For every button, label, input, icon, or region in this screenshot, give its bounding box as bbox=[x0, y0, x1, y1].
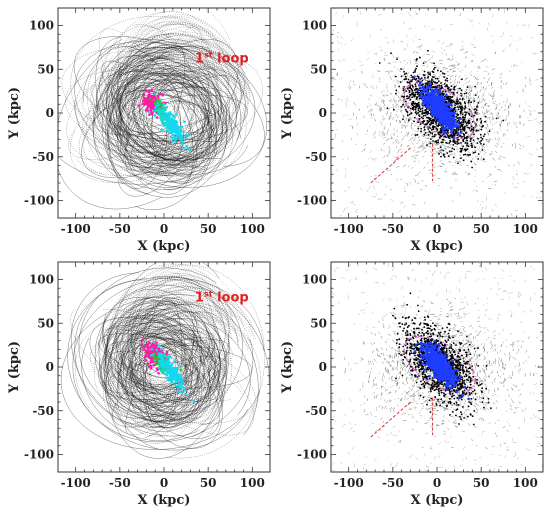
ticks bbox=[58, 8, 270, 218]
plot-area bbox=[331, 262, 543, 472]
panel-bottom-left: -100 -50 0 50 100 100 50 0 -50 -100 X (kpc) Y (kpc)… bbox=[7, 261, 271, 508]
x-tick-label: -100 bbox=[61, 222, 91, 236]
y-tick-label: 0 bbox=[46, 360, 54, 374]
y-tick-label: -50 bbox=[305, 150, 327, 164]
y-tick-label: 50 bbox=[310, 316, 327, 330]
particle-field bbox=[331, 262, 543, 472]
dashed-arrows bbox=[370, 143, 434, 184]
x-axis-title: X (kpc) bbox=[411, 493, 464, 508]
y-axis-title: Y (kpc) bbox=[7, 87, 22, 140]
y-tick-label: 100 bbox=[29, 19, 54, 33]
y-tick-label: 50 bbox=[37, 62, 54, 76]
y-tick-label: -50 bbox=[32, 404, 54, 418]
x-tick-label: 50 bbox=[200, 476, 217, 490]
y-tick-label: 0 bbox=[319, 106, 327, 120]
x-tick-label: 0 bbox=[433, 476, 441, 490]
y-tick-label: -100 bbox=[24, 448, 54, 462]
x-tick-label: 100 bbox=[513, 222, 538, 236]
y-tick-label: 0 bbox=[319, 360, 327, 374]
x-tick-label: -50 bbox=[109, 222, 131, 236]
entry-arrow bbox=[141, 95, 152, 102]
y-tick-label: 100 bbox=[302, 273, 327, 287]
orbit-trajectories bbox=[60, 262, 270, 459]
cluster-cyan bbox=[147, 92, 192, 153]
x-tick-label: 0 bbox=[160, 222, 168, 236]
plot-area bbox=[331, 8, 543, 218]
panel-top-left: -100 -50 0 50 100 100 50 0 -50 -100 X (kpc) Y (kpc)… bbox=[7, 7, 271, 254]
entry-arrow bbox=[141, 349, 152, 356]
x-tick-label: 0 bbox=[433, 222, 441, 236]
plot-area bbox=[60, 262, 270, 459]
loop-annotation: 1st loop bbox=[195, 289, 249, 305]
y-axis-title: Y (kpc) bbox=[280, 341, 295, 394]
y-tick-label: -100 bbox=[297, 194, 327, 208]
y-tick-label: 100 bbox=[302, 19, 327, 33]
y-tick-label: -100 bbox=[24, 194, 54, 208]
y-tick-label: 0 bbox=[46, 106, 54, 120]
x-axis-title: X (kpc) bbox=[138, 239, 191, 254]
dashed-arrows bbox=[370, 397, 434, 438]
x-tick-label: -100 bbox=[61, 476, 91, 490]
first-loop-arcs bbox=[95, 263, 256, 357]
x-tick-label: 100 bbox=[240, 476, 265, 490]
disk-blue bbox=[413, 75, 463, 140]
x-tick-label: -100 bbox=[334, 476, 364, 490]
y-axis-title: Y (kpc) bbox=[280, 87, 295, 140]
x-axis-title: X (kpc) bbox=[411, 239, 464, 254]
y-axis-title: Y (kpc) bbox=[7, 341, 22, 394]
ticks bbox=[331, 262, 543, 472]
x-tick-label: 50 bbox=[473, 476, 490, 490]
y-tick-label: 50 bbox=[310, 62, 327, 76]
halo-outline bbox=[403, 335, 477, 394]
first-loop-arcs bbox=[99, 8, 250, 105]
disk-blue bbox=[413, 340, 470, 401]
x-tick-label: -50 bbox=[382, 222, 404, 236]
x-tick-label: -50 bbox=[109, 476, 131, 490]
x-tick-label: 100 bbox=[513, 476, 538, 490]
cluster-cyan bbox=[149, 344, 196, 403]
x-tick-label: 50 bbox=[200, 222, 217, 236]
x-tick-label: -50 bbox=[382, 476, 404, 490]
plot-area bbox=[58, 8, 268, 211]
y-tick-label: 100 bbox=[29, 273, 54, 287]
y-tick-label: 50 bbox=[37, 316, 54, 330]
panel-bottom-right: -100 -50 0 50 100 100 50 0 -50 -100 X (kpc) Y (kpc) bbox=[280, 261, 544, 508]
x-tick-label: 100 bbox=[240, 222, 265, 236]
x-tick-label: 50 bbox=[473, 222, 490, 236]
ticks bbox=[331, 8, 543, 218]
x-tick-label: -100 bbox=[334, 222, 364, 236]
halo-outline bbox=[403, 81, 477, 140]
loop-annotation: 1st loop bbox=[195, 50, 249, 66]
y-tick-label: -50 bbox=[305, 404, 327, 418]
ticks bbox=[58, 262, 270, 472]
y-tick-label: -100 bbox=[297, 448, 327, 462]
panel-top-right: -100 -50 0 50 100 100 50 0 -50 -100 X (kpc) Y (kpc) bbox=[280, 7, 544, 254]
y-tick-label: -50 bbox=[32, 150, 54, 164]
x-axis-title: X (kpc) bbox=[138, 493, 191, 508]
x-tick-label: 0 bbox=[160, 476, 168, 490]
